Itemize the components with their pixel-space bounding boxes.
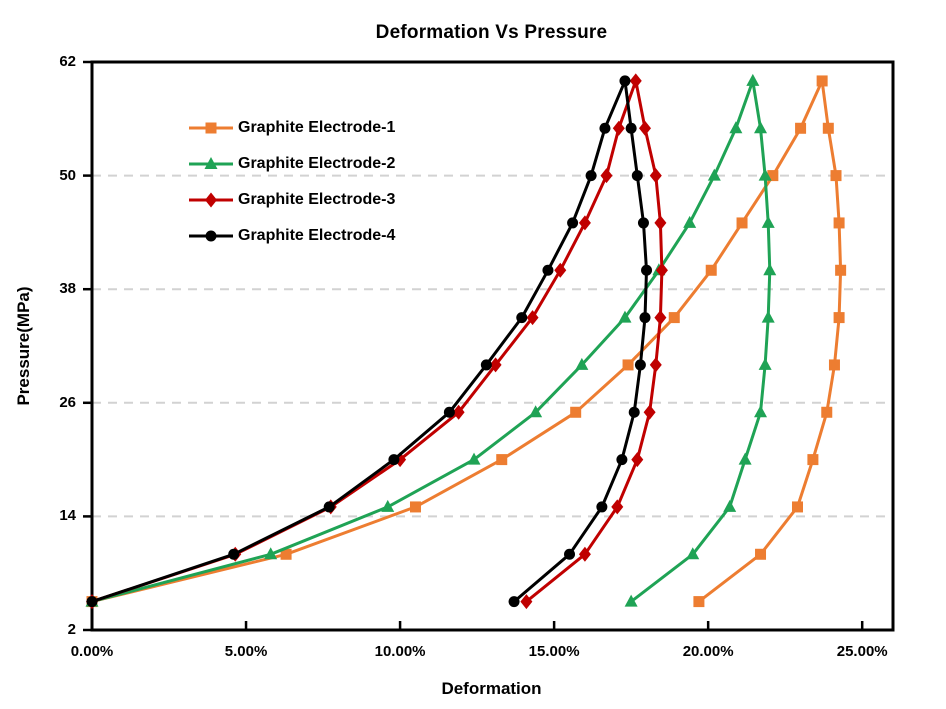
x-tick-label: 0.00% bbox=[70, 643, 114, 660]
y-tick-label: 38 bbox=[59, 280, 76, 298]
legend-marker-square-icon bbox=[189, 122, 233, 134]
legend-item: Graphite Electrode-4 bbox=[188, 218, 395, 254]
x-tick-label: 20.00% bbox=[682, 643, 734, 660]
legend-marker-triangle-icon bbox=[189, 157, 233, 169]
y-axis-title: Pressure(MPa) bbox=[14, 286, 33, 406]
legend-item: Graphite Electrode-2 bbox=[188, 146, 395, 182]
y-tick-label: 14 bbox=[59, 507, 76, 525]
legend-item: Graphite Electrode-3 bbox=[188, 182, 395, 218]
plot-border bbox=[90, 60, 895, 632]
x-tick-label: 25.00% bbox=[836, 643, 888, 660]
legend-label: Graphite Electrode-3 bbox=[238, 191, 396, 208]
y-tick-label: 50 bbox=[59, 166, 76, 184]
x-tick-label: 5.00% bbox=[224, 643, 268, 660]
series-markers-graphite-electrode-4 bbox=[86, 75, 653, 608]
series-markers-graphite-electrode-1 bbox=[86, 75, 847, 608]
x-tick-label: 10.00% bbox=[374, 643, 426, 660]
legend-label: Graphite Electrode-2 bbox=[238, 155, 396, 172]
legend-label: Graphite Electrode-1 bbox=[238, 119, 396, 136]
y-tick-label: 2 bbox=[67, 621, 76, 638]
x-tick-label: 15.00% bbox=[528, 643, 580, 660]
legend-marker-circle-icon bbox=[189, 230, 233, 242]
legend-item: Graphite Electrode-1 bbox=[188, 110, 395, 146]
series-graphite-electrode-1 bbox=[86, 75, 847, 608]
chart-title: Deformation Vs Pressure bbox=[375, 22, 608, 43]
x-axis-title: Deformation bbox=[441, 679, 542, 698]
series-graphite-electrode-2 bbox=[85, 73, 777, 607]
y-tick-label: 26 bbox=[59, 393, 76, 411]
legend: Graphite Electrode-1 Graphite Electrode-… bbox=[188, 110, 395, 254]
legend-label: Graphite Electrode-4 bbox=[238, 227, 396, 244]
y-tick-label: 62 bbox=[59, 53, 76, 70]
legend-marker-diamond-icon bbox=[189, 192, 233, 208]
series-graphite-electrode-4 bbox=[86, 75, 653, 608]
